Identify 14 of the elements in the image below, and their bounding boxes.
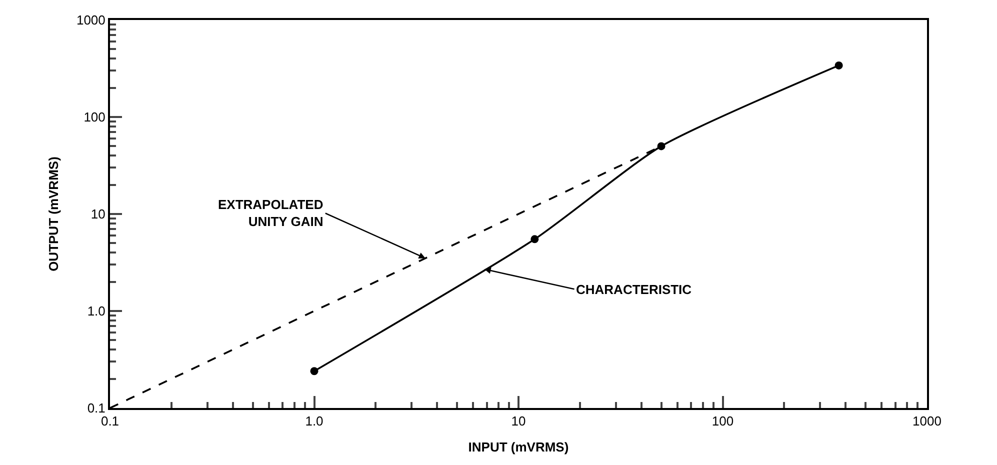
x-tick-label: 1.0 (305, 414, 324, 429)
annotation: EXTRAPOLATED UNITY GAIN (218, 197, 324, 229)
annotation: CHARACTERISTIC (576, 282, 692, 297)
x-tick-label: 1000 (912, 414, 942, 429)
y-axis-title: OUTPUT (mVRMS) (46, 156, 61, 272)
x-tick-label: 10 (511, 414, 526, 429)
x-tick-label: 0.1 (100, 414, 120, 429)
y-tick-label: 1.0 (87, 304, 106, 319)
x-tick-label: 100 (712, 414, 734, 429)
y-tick-label: 1000 (76, 12, 106, 28)
y-tick-label: 10 (90, 206, 106, 222)
y-tick-label: 0.1 (87, 400, 106, 416)
y-tick-label: 100 (84, 110, 106, 125)
x-axis-title: INPUT (mVRMS) (468, 440, 569, 455)
